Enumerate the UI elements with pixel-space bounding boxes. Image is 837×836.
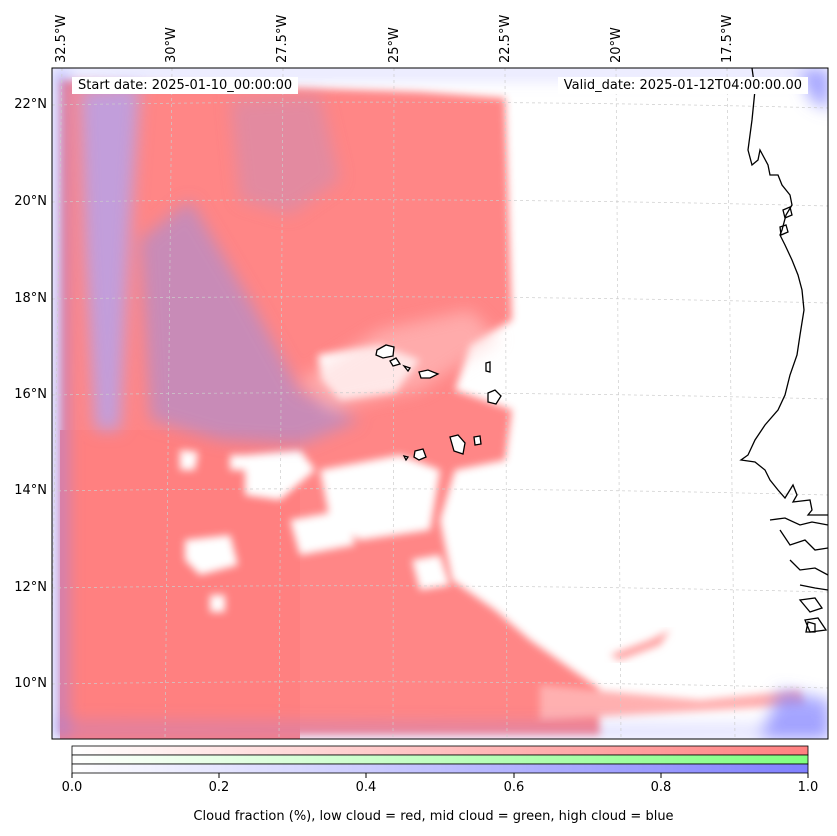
lon-label: 27.5°W	[275, 14, 290, 63]
cape-verde-islands	[375, 344, 502, 462]
coastline	[739, 68, 828, 633]
colorbar	[71, 745, 809, 778]
map-frame	[51, 67, 829, 740]
map-panel	[52, 68, 828, 739]
lon-label: 17.5°W	[720, 14, 735, 63]
lon-label: 30°W	[164, 27, 179, 63]
lat-label: 20°N	[14, 194, 47, 209]
lat-label: 18°N	[14, 291, 47, 306]
colorbar-tick-marks	[71, 773, 809, 778]
lon-label: 22.5°W	[498, 14, 513, 63]
colorbar-low-cloud	[71, 745, 809, 756]
colorbar-high-cloud	[71, 763, 809, 774]
colorbar-tick-label: 1.0	[797, 780, 819, 795]
lat-label: 14°N	[14, 483, 47, 498]
colorbar-tick-label: 0.0	[61, 780, 83, 795]
colorbar-tick-label: 0.6	[503, 780, 525, 795]
lon-label: 20°W	[609, 27, 624, 63]
lon-label: 32.5°W	[54, 14, 69, 63]
lat-label: 16°N	[14, 387, 47, 402]
graticule	[52, 68, 828, 739]
lat-label: 12°N	[14, 580, 47, 595]
valid-date-label: Valid_date: 2025-01-12T04:00:00.00	[557, 77, 808, 94]
colorbar-tick-label: 0.8	[650, 780, 672, 795]
colorbar-caption: Cloud fraction (%), low cloud = red, mid…	[193, 809, 674, 824]
colorbar-tick-label: 0.2	[208, 780, 230, 795]
colorbar-mid-cloud	[71, 754, 809, 765]
start-date-label: Start date: 2025-01-10_00:00:00	[72, 77, 299, 94]
colorbar-tick-label: 0.4	[355, 780, 377, 795]
lat-label: 22°N	[14, 97, 47, 112]
lon-label: 25°W	[387, 27, 402, 63]
lat-label: 10°N	[14, 676, 47, 691]
